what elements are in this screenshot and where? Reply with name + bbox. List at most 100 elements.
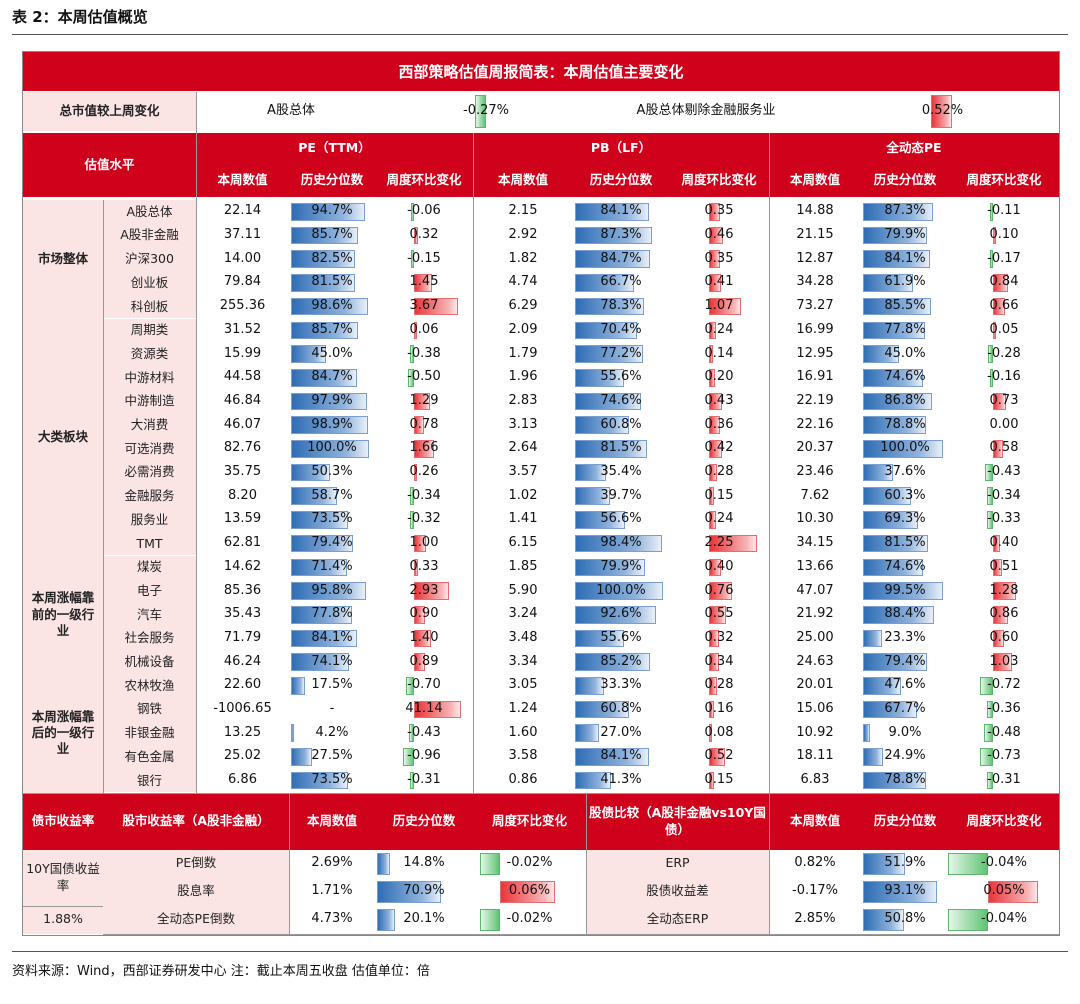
increase-bar xyxy=(414,440,435,458)
change-value: 0.28 xyxy=(704,677,734,693)
increase-bar xyxy=(709,677,718,695)
current-value: 46.24 xyxy=(196,650,289,674)
percentile-bar xyxy=(575,321,637,340)
change-value: 0.28 xyxy=(704,464,734,480)
change-cell: -0.43 xyxy=(375,721,473,746)
current-value: 79.84 xyxy=(196,271,289,295)
current-value: 0.82% xyxy=(769,849,861,878)
increase-bar xyxy=(987,880,1038,903)
change-value: 0.41 xyxy=(704,274,734,290)
increase-bar xyxy=(414,463,418,482)
current-value: 35.75 xyxy=(196,460,289,485)
increase-bar xyxy=(709,321,717,340)
percentile-bar xyxy=(863,748,883,766)
change-cell: 0.06% xyxy=(473,877,586,906)
current-value: 37.11 xyxy=(196,223,289,248)
current-value: 46.84 xyxy=(196,389,289,414)
percentile-bar xyxy=(863,908,904,931)
change-cell: -0.73 xyxy=(949,745,1059,769)
percentile-bar xyxy=(575,487,610,506)
percentile-value: 45.0% xyxy=(884,345,926,361)
percentile-value: 45.0% xyxy=(311,345,353,361)
decrease-bar xyxy=(947,852,988,875)
percentile-bar xyxy=(575,558,646,577)
change-value: 1.40 xyxy=(409,629,439,645)
increase-bar xyxy=(709,724,712,743)
percentile-bar xyxy=(291,511,349,529)
row-label: 有色金属 xyxy=(103,745,196,769)
percentile-value: 33.3% xyxy=(600,677,642,693)
percentile-value: 71.4% xyxy=(311,558,353,574)
decrease-bar xyxy=(411,250,415,269)
change-value: 0.78 xyxy=(409,416,439,432)
current-value: 12.87 xyxy=(769,247,861,272)
change-cell: 0.33 xyxy=(375,555,473,580)
percentile-cell: 88.4% xyxy=(861,602,949,627)
current-value: 10.30 xyxy=(769,508,861,532)
change-cell: 0.90 xyxy=(375,602,473,627)
row-label: 沪深300 xyxy=(103,247,196,272)
change-value: -0.17 xyxy=(987,250,1021,266)
grid-line xyxy=(769,133,770,794)
change-value: 0.52 xyxy=(704,748,734,764)
change-value: 0.10 xyxy=(989,227,1019,243)
source-footnote: 资料来源：Wind，西部证券研发中心 注：截止本周五收盘 估值单位：倍 xyxy=(12,964,430,979)
current-value: 34.15 xyxy=(769,531,861,556)
change-value: -0.50 xyxy=(407,369,441,385)
change-value: -0.31 xyxy=(987,772,1021,788)
percentile-bar xyxy=(863,440,943,458)
change-cell: 0.84 xyxy=(949,271,1059,295)
increase-bar xyxy=(709,582,732,600)
decrease-bar xyxy=(990,368,993,387)
change-value: -0.70 xyxy=(407,677,441,693)
change-value: 0.05 xyxy=(989,321,1019,337)
change-cell: 1.28 xyxy=(949,579,1059,603)
change-value: 0.42 xyxy=(704,440,734,456)
change-cell: 0.36 xyxy=(669,413,769,437)
change-cell: 0.40 xyxy=(949,531,1059,556)
percentile-cell: 85.7% xyxy=(289,318,375,343)
change-cell: -0.04% xyxy=(947,905,1059,934)
percentile-value: 86.8% xyxy=(884,392,926,408)
current-value: 6.29 xyxy=(473,294,573,319)
current-value: 14.00 xyxy=(196,247,289,272)
percentile-cell: 17.5% xyxy=(289,674,375,698)
change-value: -0.32 xyxy=(407,511,441,527)
row-label: 资源类 xyxy=(103,342,196,366)
decrease-bar xyxy=(405,677,415,695)
percentile-value: 81.5% xyxy=(600,440,642,456)
percentile-value: 81.5% xyxy=(311,274,353,290)
y10-label: 10Y国债收益率 xyxy=(23,849,103,906)
sub-header: 周度环比变化 xyxy=(949,793,1059,850)
decrease-bar xyxy=(402,748,415,766)
percentile-bar xyxy=(575,297,644,316)
percentile-bar xyxy=(291,321,358,340)
percentile-bar xyxy=(291,771,349,790)
decrease-bar xyxy=(947,908,988,931)
percentile-cell: 73.5% xyxy=(289,508,375,532)
percentile-bar xyxy=(575,416,629,434)
increase-bar xyxy=(709,653,720,671)
change-cell: -0.16 xyxy=(949,365,1059,390)
percentile-cell: 81.5% xyxy=(289,271,375,295)
summary-item-name-a: A股总体 xyxy=(196,92,386,131)
percentile-bar xyxy=(863,771,927,790)
percentile-value: 78.8% xyxy=(884,416,926,432)
percentile-value: 84.7% xyxy=(311,369,353,385)
current-value: 85.36 xyxy=(196,579,289,603)
current-value: 1.82 xyxy=(473,247,573,272)
decrease-bar xyxy=(480,908,501,931)
percentile-cell: 86.8% xyxy=(861,389,949,414)
percentile-bar xyxy=(291,345,327,363)
percentile-bar xyxy=(863,724,871,743)
percentile-value: 84.1% xyxy=(311,629,353,645)
current-value: 20.37 xyxy=(769,437,861,461)
percentile-value: 74.6% xyxy=(884,558,926,574)
percentile-bar xyxy=(291,605,352,624)
percentile-cell: 98.4% xyxy=(573,531,669,556)
increase-bar xyxy=(993,558,1003,577)
change-value: 0.05% xyxy=(983,883,1025,899)
change-value: 0.00 xyxy=(989,416,1019,432)
current-value: 62.81 xyxy=(196,531,289,556)
percentile-cell: 41.3% xyxy=(573,768,669,793)
